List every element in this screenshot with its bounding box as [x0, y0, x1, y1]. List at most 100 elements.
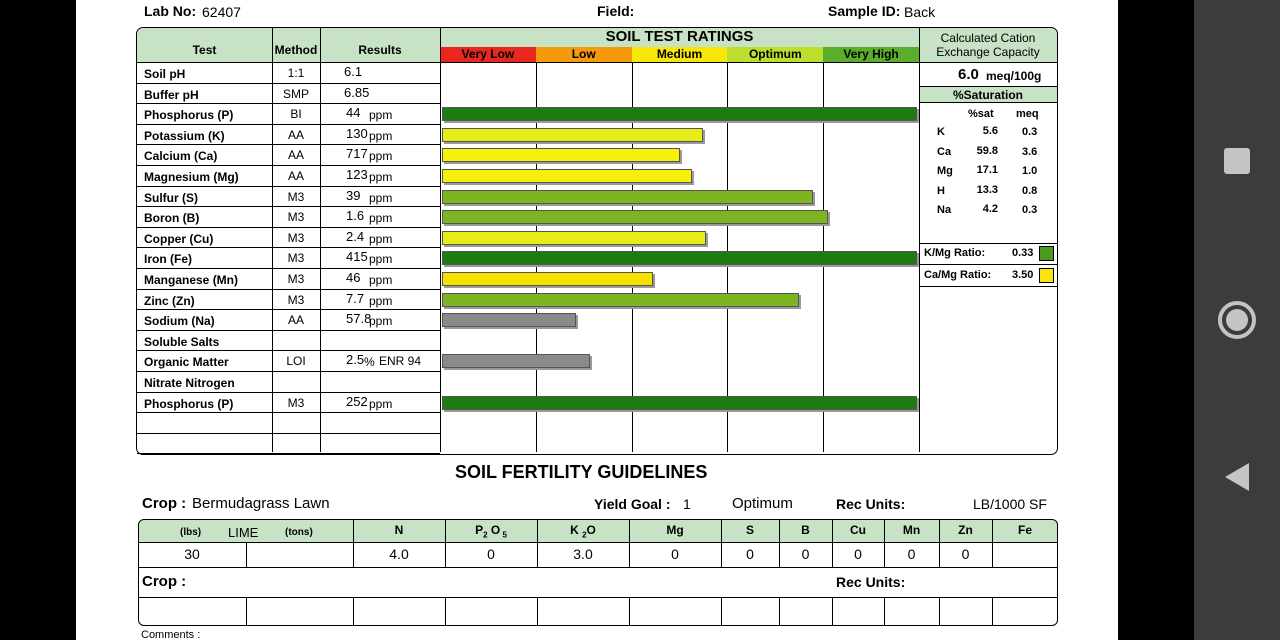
test-name: Nitrate Nitrogen	[144, 376, 235, 390]
test-value: 123	[346, 167, 368, 182]
yield-level: Optimum	[732, 495, 793, 512]
guide-col-divider	[832, 597, 833, 626]
crop-label: Crop :	[142, 495, 187, 512]
back-button[interactable]	[1194, 447, 1280, 507]
test-unit: ppm	[369, 211, 393, 225]
square-icon	[1224, 148, 1250, 174]
test-method: BI	[290, 107, 302, 121]
row-divider	[137, 62, 919, 63]
row-divider	[137, 268, 440, 269]
guide-value: 3.0	[573, 546, 593, 562]
camg-ratio-label: Ca/Mg Ratio:	[924, 269, 992, 281]
yield-goal-value: 1	[683, 496, 691, 512]
rating-bar	[442, 190, 813, 204]
nutrient-header: K 2O	[570, 523, 596, 540]
test-name: Buffer pH	[144, 88, 199, 102]
circle-icon	[1218, 301, 1256, 339]
rating-bar	[442, 251, 917, 265]
row-divider	[137, 186, 440, 187]
guide-col-divider	[445, 597, 446, 626]
guide-value: 4.0	[389, 546, 409, 562]
test-unit: ppm	[369, 108, 393, 122]
test-name: Copper (Cu)	[144, 232, 214, 246]
row-divider	[137, 247, 440, 248]
row-divider	[137, 103, 440, 104]
nutrient-header: B	[801, 523, 810, 537]
test-value: 415	[346, 249, 368, 264]
test-name: Soluble Salts	[144, 335, 220, 349]
meq-col-header: meq	[1016, 108, 1039, 120]
soil-report-document: Lab No: 62407 Field: Sample ID: Back Tes…	[76, 0, 1118, 640]
test-name: Soil pH	[144, 67, 186, 81]
rec-units2-label: Rec Units:	[836, 574, 906, 590]
lime-lbs-label: (lbs)	[180, 527, 202, 538]
guide-col-divider	[939, 597, 940, 626]
sat-meq: 0.8	[1022, 185, 1038, 197]
test-method: M3	[287, 190, 305, 204]
test-unit: ppm	[369, 149, 393, 163]
guide-col-divider	[832, 519, 833, 567]
rating-level-very-high: Very High	[823, 47, 919, 62]
row-divider	[137, 227, 440, 228]
test-value: 57.8	[346, 311, 372, 326]
test-unit: ppm	[369, 252, 393, 266]
test-header-bg	[137, 28, 440, 62]
test-method: 1:1	[287, 66, 305, 80]
row-divider	[137, 371, 440, 372]
test-method: AA	[287, 128, 304, 142]
row-divider	[137, 350, 440, 351]
test-unit: ppm	[369, 170, 393, 184]
test-method: AA	[287, 313, 304, 327]
crop2-label: Crop :	[142, 573, 187, 590]
guide-value: 0	[907, 546, 916, 562]
test-value: 39	[346, 188, 361, 203]
test-method: M3	[287, 210, 305, 224]
test-method: M3	[287, 251, 305, 265]
crop-value: Bermudagrass Lawn	[192, 495, 330, 512]
col-test: Test	[192, 43, 217, 57]
row-divider	[137, 289, 440, 290]
rating-level-optimum: Optimum	[727, 47, 824, 62]
nutrient-header: Fe	[1017, 523, 1032, 537]
test-unit: ppm	[369, 397, 393, 411]
guide-value: 0	[487, 546, 495, 562]
field-label: Field:	[597, 3, 635, 19]
guide-col-divider	[779, 597, 780, 626]
test-name: Potassium (K)	[144, 129, 225, 143]
rating-bar	[442, 354, 590, 368]
guide-col-divider	[721, 597, 722, 626]
test-name: Manganese (Mn)	[144, 273, 239, 287]
guide-col-divider	[992, 519, 993, 567]
row-divider	[137, 412, 440, 413]
kmg-ratio-label: K/Mg Ratio:	[924, 247, 986, 259]
recents-button[interactable]	[1194, 131, 1280, 191]
guide-col-divider	[537, 519, 538, 567]
rec-units-value: LB/1000 SF	[973, 496, 1047, 512]
sample-id-label: Sample ID:	[828, 3, 901, 19]
test-name: Phosphorus (P)	[144, 397, 234, 411]
test-method: SMP	[282, 87, 309, 101]
guide-col-divider	[537, 597, 538, 626]
ratings-header-bg	[440, 28, 919, 47]
row-divider	[137, 83, 440, 84]
sat-percent: 59.8	[976, 145, 998, 157]
test-unit: ppm	[369, 232, 393, 246]
row-divider	[137, 330, 440, 331]
test-name: Organic Matter	[144, 355, 229, 369]
guide-value: 0	[801, 546, 810, 562]
row-divider	[137, 309, 440, 310]
guide-col-divider	[629, 519, 630, 567]
test-method: M3	[287, 396, 305, 410]
test-method: M3	[287, 231, 305, 245]
test-method: AA	[287, 148, 304, 162]
test-value: 2.4	[346, 229, 365, 244]
row-divider	[137, 392, 440, 393]
rating-bar	[442, 293, 799, 307]
guide-col-divider	[246, 542, 247, 567]
test-name: Sulfur (S)	[144, 191, 198, 205]
guide-col-divider	[939, 519, 940, 567]
guide-col-divider	[353, 597, 354, 626]
test-unit: ppm	[369, 294, 393, 308]
home-button[interactable]	[1194, 290, 1280, 350]
nutrient-header: N	[394, 523, 404, 537]
